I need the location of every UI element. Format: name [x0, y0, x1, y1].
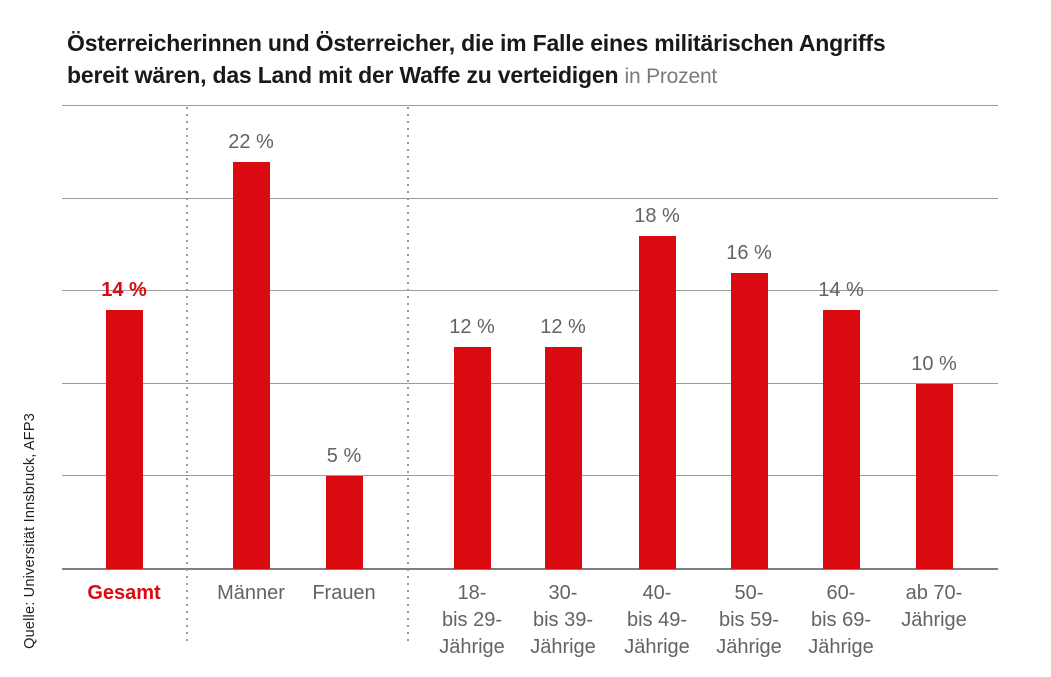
plot-area: 14 % Gesamt 22 % Männer 5 % Frauen 12 % 18- bis …: [62, 105, 998, 658]
category-label-line: 50-: [734, 582, 764, 604]
category-label-line: 18-: [457, 582, 487, 604]
bar-frauen: [325, 476, 363, 569]
x-axis-baseline: [62, 568, 998, 570]
category-label: 50- bis 59- Jährige: [716, 580, 782, 661]
category-label: Männer: [217, 580, 285, 607]
category-label-line: Jährige: [901, 609, 967, 631]
bar-m-nner: [232, 161, 270, 569]
bar-40-bis-49-j-hrige: [638, 235, 676, 569]
category-label-line: bis 49-: [626, 609, 688, 631]
category-label: Gesamt: [87, 580, 160, 607]
category-label: 60- bis 69- Jährige: [808, 580, 874, 661]
category-label-line: 30-: [548, 582, 578, 604]
source-credit: Quelle: Universität Innsbruck, AFP3: [22, 413, 38, 649]
category-label-line: Frauen: [312, 582, 376, 604]
group-separator-2: [407, 107, 409, 645]
value-label: 12 %: [449, 315, 495, 338]
value-label: 10 %: [911, 352, 957, 375]
value-label: 16 %: [726, 241, 772, 264]
category-label-line: 60-: [826, 582, 856, 604]
category-label-line: Jährige: [624, 636, 690, 658]
bar-gesamt: [105, 309, 143, 569]
chart-title-line1: Österreicherinnen und Österreicher, die …: [67, 30, 886, 56]
chart-title-line2: bereit wären, das Land mit der Waffe zu …: [67, 62, 619, 88]
category-label: ab 70- Jährige: [901, 580, 967, 634]
category-label: 18- bis 29- Jährige: [439, 580, 505, 661]
bar-18-bis-29-j-hrige: [453, 346, 491, 569]
gridline-15-percent: [62, 290, 998, 292]
category-label: Frauen: [312, 580, 375, 607]
chart-title: Österreicherinnen und Österreicher, die …: [67, 27, 886, 93]
category-label-line: bis 59-: [718, 609, 780, 631]
value-label: 22 %: [228, 130, 274, 153]
category-label-line: Männer: [217, 582, 285, 604]
category-label-line: 40-: [642, 582, 672, 604]
category-label: 30- bis 39- Jährige: [530, 580, 596, 661]
gridline-10-percent: [62, 382, 998, 384]
value-label: 5 %: [326, 445, 362, 468]
bar-ab-70-j-hrige: [915, 383, 953, 569]
category-label-line: Jährige: [808, 636, 874, 658]
bar-60-bis-69-j-hrige: [822, 309, 860, 569]
value-label: 14 %: [818, 278, 864, 301]
group-separator-1: [186, 107, 188, 645]
value-label: 14 %: [101, 278, 147, 301]
category-label-line: Jährige: [530, 636, 596, 658]
category-label-line: Gesamt: [87, 582, 161, 604]
category-label-line: bis 29-: [441, 609, 503, 631]
value-label: 18 %: [634, 204, 680, 227]
category-label: 40- bis 49- Jährige: [624, 580, 690, 661]
gridline-5-percent: [62, 475, 998, 477]
category-label-line: Jährige: [439, 636, 505, 658]
value-label: 12 %: [540, 315, 586, 338]
category-label-line: ab 70-: [905, 582, 963, 604]
bar-30-bis-39-j-hrige: [544, 346, 582, 569]
chart-subtitle: in Prozent: [624, 65, 718, 88]
bar-50-bis-59-j-hrige: [730, 272, 768, 569]
gridline-20-percent: [62, 197, 998, 199]
category-label-line: bis 69-: [810, 609, 872, 631]
category-label-line: Jährige: [716, 636, 782, 658]
category-label-line: bis 39-: [532, 609, 594, 631]
